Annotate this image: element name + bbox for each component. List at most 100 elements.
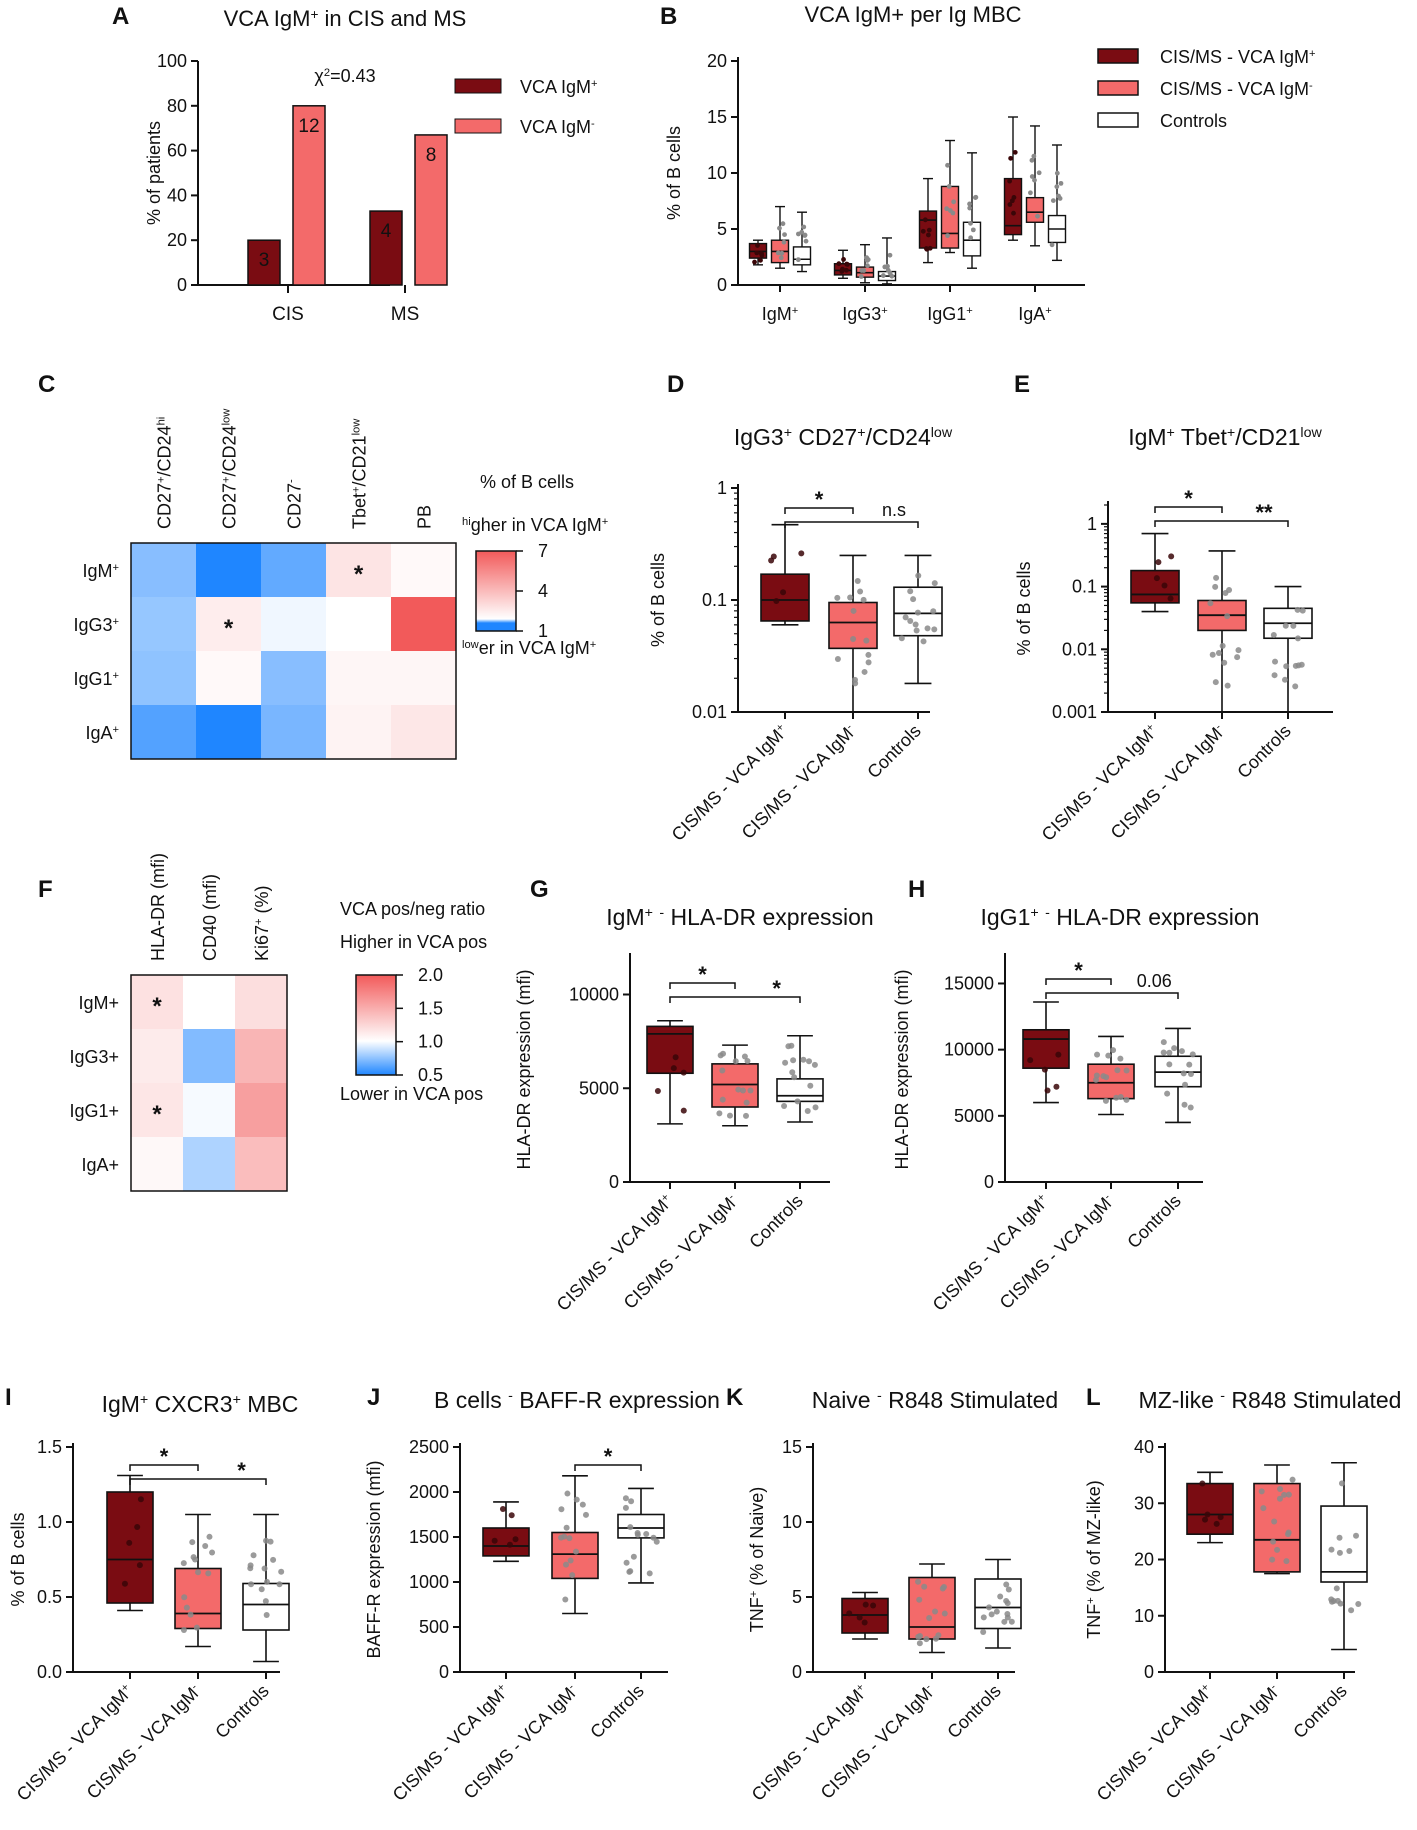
data-point [926, 232, 931, 238]
y-axis-label: HLA-DR expression (mfi) [892, 969, 912, 1169]
data-point [850, 636, 857, 643]
x-tick-label: Controls [863, 721, 925, 783]
data-point [973, 194, 979, 200]
data-point [1182, 1081, 1189, 1088]
data-point [1292, 683, 1299, 690]
heatmap-row-label: IgG1+ [73, 669, 119, 689]
x-tick-label: CIS/MS - VCA IgM+ [668, 721, 792, 845]
text-part: CIS/MS - VCA IgM [817, 1683, 937, 1803]
heatmap-cell [261, 543, 326, 597]
sig-label: n.s [882, 500, 906, 520]
data-point [915, 1633, 922, 1640]
data-point [902, 614, 909, 621]
data-point [1224, 682, 1231, 689]
text-part: Controls [211, 1681, 273, 1743]
y-tick-label: 0.1 [702, 590, 727, 610]
text-part: - [591, 118, 595, 130]
text-part: IgM [606, 904, 644, 930]
heatmap-legend-top: higher in VCA IgM+ [462, 515, 608, 535]
heatmap-cell [235, 1137, 287, 1191]
data-point [1270, 632, 1277, 639]
data-point [634, 1529, 641, 1536]
sig-bracket [1045, 978, 1112, 985]
data-point [1269, 1556, 1276, 1563]
data-point [840, 266, 845, 272]
data-point [1215, 650, 1222, 657]
text-part: + [784, 425, 792, 441]
heatmap-row-label: IgG3+ [73, 615, 119, 635]
y-tick-label: 1.5 [37, 1437, 62, 1457]
heatmap-col-label: PB [415, 505, 435, 529]
data-point [841, 257, 846, 262]
panel-g: IgM+ - HLA-DR expression 0 5000 10000 HLA-DR… [514, 904, 874, 1315]
y-tick-label: 15000 [944, 973, 994, 993]
y-tick-label: 80 [167, 96, 187, 116]
text-part: low [351, 418, 363, 436]
data-point [1274, 1546, 1281, 1553]
heatmap-cell [391, 597, 456, 651]
y-tick-label: 60 [167, 141, 187, 161]
text-part: CIS/MS - VCA IgM [929, 1195, 1049, 1315]
data-point [860, 596, 867, 603]
heatmap-col-label: HLA-DR (mfi) [148, 853, 168, 961]
data-point [1113, 1094, 1120, 1101]
data-point [741, 1053, 748, 1060]
y-tick-label: 20 [1134, 1550, 1154, 1570]
panel-letter-L: L [1086, 1384, 1101, 1411]
text-part: B cells [434, 1387, 508, 1413]
x-tick-label: CIS/MS - VCA IgM- [620, 1190, 742, 1312]
y-tick-label: 0 [177, 275, 187, 295]
data-point [970, 227, 976, 233]
text-part: Ki67 [252, 925, 272, 961]
x-tick-label: IgA+ [1018, 304, 1052, 324]
text-part: + [1085, 1597, 1097, 1604]
text-part: Controls [1289, 1681, 1351, 1743]
text-part: Controls [943, 1681, 1005, 1743]
data-point [775, 250, 781, 256]
data-point [1001, 1618, 1008, 1625]
text-part: - [1268, 1681, 1279, 1692]
data-point [857, 588, 864, 595]
data-point [845, 262, 850, 267]
panel-letter-E: E [1014, 371, 1030, 398]
data-point [1294, 606, 1301, 613]
data-point [791, 1074, 798, 1081]
x-tick-label: Controls [745, 1191, 807, 1253]
heatmap-cell [235, 1029, 287, 1083]
y-tick-label: 0.0 [37, 1662, 62, 1682]
y-tick-label: 40 [1134, 1437, 1154, 1457]
x-tick-label: Controls [943, 1681, 1005, 1743]
data-point [863, 637, 870, 644]
data-point [968, 220, 973, 226]
text-part: - [286, 479, 298, 483]
data-point [1049, 242, 1055, 248]
data-point [205, 1570, 212, 1577]
sig-bracket [784, 507, 854, 514]
y-tick-label: 0 [609, 1172, 619, 1192]
data-point [789, 1069, 796, 1076]
x-tick-label: CIS/MS - VCA IgM+ [13, 1681, 137, 1805]
text-part: χ [314, 66, 324, 86]
heatmap-cell [131, 651, 196, 705]
text-part: IgM [82, 561, 112, 581]
y-tick-label: 40 [167, 185, 187, 205]
panel-letter-I: I [5, 1384, 12, 1411]
data-point [566, 1535, 573, 1542]
data-point [946, 184, 952, 189]
data-point [941, 1610, 948, 1617]
text-part: IgG3 [734, 424, 784, 450]
text-part: low [1300, 425, 1322, 441]
text-part: CIS/MS - VCA IgM [1160, 47, 1309, 67]
data-point [861, 668, 868, 675]
heatmap-col-label: Tbet+/CD21low [350, 418, 370, 529]
sig-bracket [669, 982, 736, 989]
y-tick-label: 10000 [944, 1040, 994, 1060]
heatmap-cell [131, 597, 196, 651]
data-point [1276, 1495, 1283, 1502]
data-point [276, 1581, 283, 1588]
panel-j: B cells - BAFF-R expression 0 500 1000 1500 2… [364, 1387, 720, 1805]
data-point [1102, 1097, 1109, 1104]
data-point [781, 239, 787, 245]
heatmap-cell [326, 597, 391, 651]
data-point [967, 201, 972, 207]
